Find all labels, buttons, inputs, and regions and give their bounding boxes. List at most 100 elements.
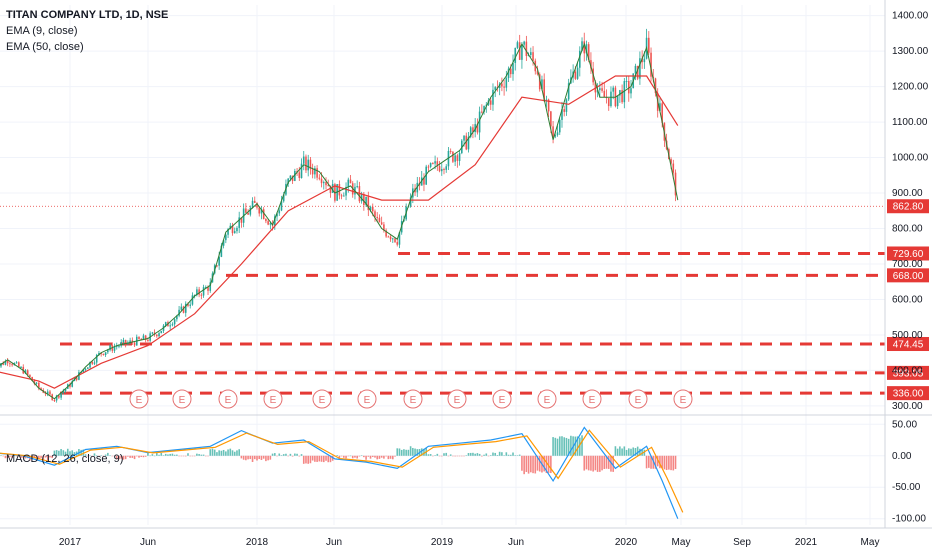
x-tick-label: 2018 — [246, 537, 269, 548]
candle-body — [169, 325, 171, 327]
candle-body — [325, 182, 327, 186]
macd-histogram-bar — [102, 455, 105, 457]
candle-body — [164, 322, 167, 326]
macd-histogram-bar — [665, 455, 668, 471]
macd-histogram-bar — [365, 455, 367, 460]
macd-histogram-bar — [489, 455, 492, 456]
macd-histogram-bar — [354, 455, 356, 458]
candle-body — [84, 368, 87, 370]
macd-histogram-bar — [204, 455, 207, 457]
macd-histogram-bar — [222, 449, 225, 456]
earnings-marker — [582, 389, 602, 409]
candle-body — [425, 166, 427, 185]
candle-body — [349, 179, 352, 184]
candle-body — [98, 353, 100, 355]
macd-histogram-bar — [80, 449, 82, 456]
macd-histogram-bar — [605, 455, 608, 469]
candle-body — [204, 287, 207, 289]
macd-histogram-bar — [452, 455, 454, 457]
x-tick-label: Jun — [140, 537, 156, 548]
macd-histogram-bar — [492, 452, 494, 456]
candle-body — [209, 282, 212, 291]
macd-histogram-bar — [461, 455, 463, 457]
macd-histogram-bar — [17, 455, 20, 457]
candle-body — [289, 175, 292, 179]
macd-histogram-bar — [184, 455, 187, 457]
candle-body — [391, 238, 394, 240]
macd-histogram-bar — [345, 455, 347, 459]
earnings-marker — [492, 389, 512, 409]
macd-histogram-bar — [60, 449, 62, 456]
macd-histogram-bar — [656, 455, 659, 467]
macd-histogram-bar — [338, 455, 341, 459]
macd-histogram-bar — [654, 455, 657, 469]
macd-histogram-bar — [590, 455, 592, 471]
candle-body — [91, 361, 94, 364]
candle-body — [465, 135, 468, 150]
macd-histogram-bar — [216, 452, 218, 456]
macd-histogram-bar — [15, 455, 18, 457]
candle-body — [6, 360, 9, 364]
x-tick-label: 2020 — [615, 537, 638, 548]
candle-body — [31, 377, 33, 381]
candle-body — [287, 178, 289, 184]
macd-histogram-bar — [670, 455, 672, 471]
macd-y-tick-label: 50.00 — [892, 419, 917, 430]
macd-histogram-bar — [135, 455, 138, 457]
candle-body — [269, 223, 272, 225]
candle-body — [456, 155, 459, 161]
level-price-tag — [887, 337, 929, 352]
candle-body — [552, 126, 554, 137]
candle-body — [158, 333, 160, 337]
candle-body — [151, 332, 154, 334]
candle-body — [627, 81, 630, 94]
level-price-tag — [887, 268, 929, 283]
candle-body — [38, 382, 40, 389]
candle-body — [436, 161, 439, 167]
macd-histogram-bar — [207, 455, 209, 457]
y-tick-label: 600.00 — [892, 294, 923, 305]
candle-body — [454, 155, 456, 162]
macd-histogram-bar — [262, 455, 265, 459]
macd-histogram-bar — [189, 455, 192, 457]
candle-body — [253, 200, 256, 203]
macd-histogram-bar — [167, 454, 169, 456]
candle-body — [171, 324, 174, 326]
macd-histogram-bar — [282, 454, 285, 456]
macd-histogram-bar — [307, 455, 310, 464]
macd-histogram-bar — [198, 454, 200, 456]
level-price-label: 729.60 — [893, 249, 924, 260]
macd-histogram-bar — [420, 448, 423, 456]
macd-histogram-bar — [405, 449, 407, 456]
candle-body — [630, 88, 632, 94]
candle-body — [445, 166, 448, 170]
candle-body — [538, 74, 541, 90]
candle-body — [24, 370, 27, 374]
macd-histogram-bar — [343, 455, 345, 458]
candle-body — [567, 83, 570, 100]
macd-histogram-bar — [625, 449, 628, 456]
y-tick-label: 300.00 — [892, 401, 923, 412]
candle-body — [118, 345, 120, 347]
candle-body — [661, 103, 663, 123]
candle-body — [367, 196, 370, 211]
macd-histogram-bar — [565, 437, 568, 456]
macd-histogram-bar — [592, 455, 594, 472]
candle-body — [280, 201, 283, 211]
grid — [0, 5, 885, 525]
candle-body — [131, 340, 134, 343]
candle-body — [371, 206, 374, 212]
candle-body — [176, 315, 178, 320]
macd-histogram-bar — [552, 437, 554, 456]
y-tick-label: 700.00 — [892, 259, 923, 270]
macd-histogram-bar — [567, 438, 570, 456]
candle-body — [639, 58, 641, 79]
x-tick-label: 2017 — [59, 537, 82, 548]
level-price-tag — [887, 246, 929, 261]
macd-histogram-bar — [64, 451, 67, 456]
macd-histogram-bar — [182, 455, 185, 457]
macd-histogram-bar — [247, 455, 249, 460]
macd-histogram-bar — [187, 453, 189, 456]
macd-histogram-bar — [454, 455, 456, 457]
